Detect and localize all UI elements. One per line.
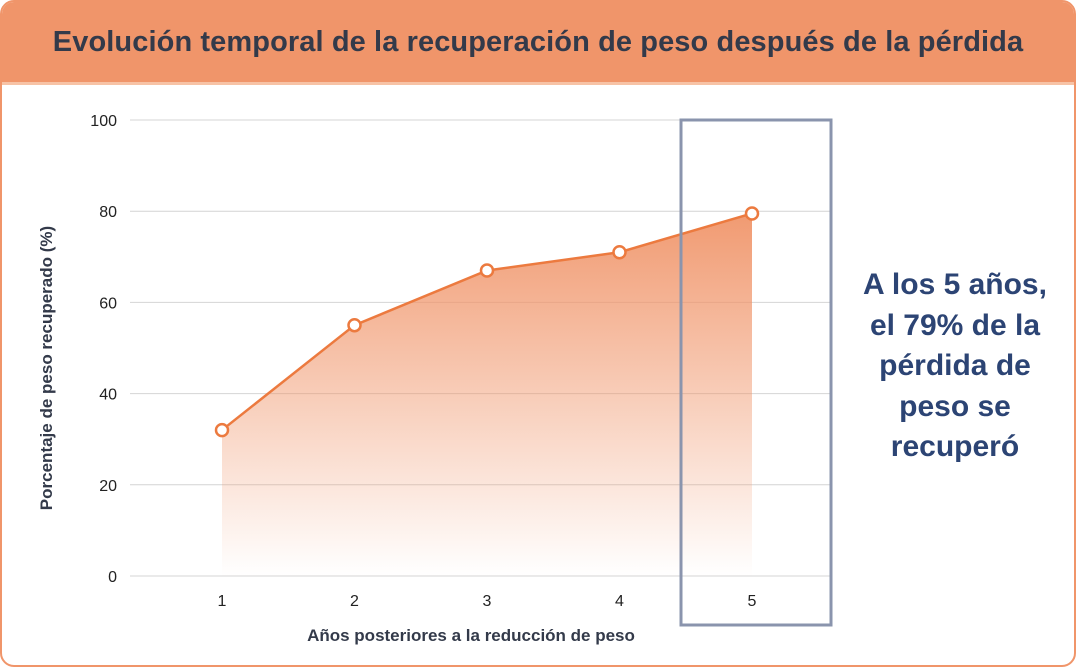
callout-line-5: recuperó — [890, 430, 1020, 463]
data-point-1 — [214, 422, 230, 438]
highlight-box — [679, 118, 833, 627]
y-tick-label-60: 60 — [99, 295, 117, 312]
y-tick-label-100: 100 — [90, 113, 117, 130]
y-tick-label-40: 40 — [99, 387, 117, 404]
callout-line-1: A los 5 años, — [863, 268, 1047, 301]
data-point-2 — [347, 317, 362, 333]
data-point-5 — [744, 206, 760, 221]
y-axis-label: Porcentaje de peso recuperado (%) — [37, 226, 56, 510]
title-bar: Evolución temporal de la recuperación de… — [2, 2, 1074, 85]
data-point-3 — [479, 263, 495, 278]
callout-line-3: pérdida de — [879, 349, 1031, 382]
data-point-4 — [612, 244, 627, 260]
x-axis-label: Años posteriores a la reducción de peso — [307, 626, 635, 645]
y-tick-label-0: 0 — [108, 569, 117, 586]
x-tick-label-1: 1 — [218, 593, 227, 610]
callout-line-2: el 79% de la — [869, 308, 1041, 342]
y-tick-label-20: 20 — [99, 478, 117, 495]
x-tick-label-5: 5 — [748, 593, 757, 610]
x-tick-label-3: 3 — [483, 593, 492, 610]
area-fill — [222, 213, 752, 577]
x-tick-label-4: 4 — [615, 593, 624, 610]
x-tick-label-2: 2 — [350, 593, 359, 610]
callout-text: A los 5 años, el 79% de la pérdida de pe… — [845, 265, 1065, 468]
y-tick-label-80: 80 — [99, 204, 117, 221]
callout-line-4: peso se — [899, 389, 1011, 423]
chart-title: Evolución temporal de la recuperación de… — [52, 25, 1024, 58]
